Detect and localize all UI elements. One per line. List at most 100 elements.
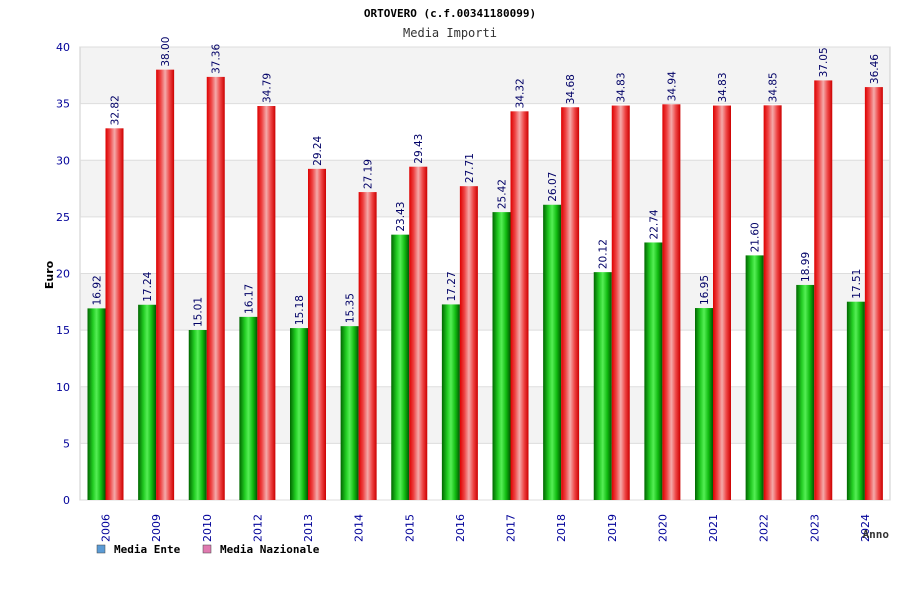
bar-value-label: 34.83 — [616, 72, 628, 102]
bar-value-label: 15.01 — [193, 297, 205, 327]
bar-media-nazionale — [409, 166, 428, 500]
bar-value-label: 37.36 — [211, 44, 223, 74]
bar-value-label: 25.42 — [497, 179, 509, 209]
y-tick-label: 35 — [56, 98, 70, 111]
bar-media-ente — [796, 284, 815, 500]
bar-value-label: 16.95 — [699, 275, 711, 305]
bar-media-nazionale — [662, 104, 681, 500]
x-tick-label: 2017 — [505, 514, 518, 542]
x-tick-label: 2020 — [656, 514, 669, 542]
bar-media-ente — [846, 301, 865, 500]
bar-value-label: 36.46 — [869, 54, 881, 84]
x-tick-label: 2019 — [606, 514, 619, 542]
x-tick-label: 2024 — [859, 514, 872, 542]
bar-media-ente — [391, 234, 410, 500]
legend-swatch-media-ente — [96, 544, 106, 554]
legend-label-media-nazionale: Media Nazionale — [220, 543, 320, 556]
bar-value-label: 34.83 — [717, 72, 729, 102]
x-tick-label: 2009 — [150, 514, 163, 542]
bar-media-ente — [644, 242, 663, 501]
bar-media-nazionale — [257, 106, 276, 501]
bar-value-label: 20.12 — [598, 239, 610, 269]
bar-value-label: 21.60 — [750, 222, 762, 252]
legend-swatch-media-nazionale — [202, 544, 212, 554]
x-tick-label: 2014 — [353, 514, 366, 542]
bar-media-ente — [290, 328, 308, 500]
x-tick-label: 2022 — [758, 514, 771, 542]
bar-value-label: 37.05 — [818, 47, 830, 77]
x-tick-label: 2010 — [201, 514, 214, 542]
bar-value-label: 23.43 — [395, 202, 407, 232]
x-axis-ticks: 2006 2009 2010 2012 2013 2014 2015 2016 2017 2018… — [100, 514, 872, 542]
x-tick-label: 2015 — [403, 514, 416, 542]
legend-label-media-ente: Media Ente — [114, 543, 181, 556]
y-tick-label: 30 — [56, 154, 70, 167]
bar-value-label: 34.94 — [666, 71, 678, 101]
bar-value-label: 15.35 — [345, 293, 357, 323]
chart-title: ORTOVERO (c.f.00341180099) — [364, 7, 536, 20]
bar-value-label: 17.51 — [851, 269, 863, 299]
bar-media-ente — [138, 304, 157, 500]
bar-value-label: 34.79 — [261, 73, 273, 103]
bar-media-nazionale — [763, 105, 782, 500]
bar-media-nazionale — [713, 105, 731, 501]
x-tick-label: 2016 — [454, 514, 467, 542]
bar-media-nazionale — [864, 87, 883, 500]
bar-media-nazionale — [611, 105, 630, 501]
y-tick-label: 25 — [56, 211, 70, 224]
y-tick-label: 0 — [63, 494, 70, 507]
bar-media-ente — [492, 212, 511, 500]
bar-media-ente — [745, 255, 764, 500]
bar-value-label: 15.18 — [294, 295, 306, 325]
bar-value-label: 26.07 — [547, 172, 559, 202]
x-tick-label: 2013 — [302, 514, 315, 542]
bar-value-label: 34.85 — [768, 72, 780, 102]
bar-value-label: 17.24 — [142, 271, 154, 301]
bar-media-nazionale — [308, 168, 326, 500]
y-tick-label: 10 — [56, 381, 70, 394]
bar-media-ente — [340, 326, 359, 500]
chart-subtitle: Media Importi — [403, 26, 497, 40]
bar-labels: 16.92 32.82 17.24 38.00 15.01 37.36 16.17 34.79… — [92, 37, 881, 327]
x-tick-label: 2018 — [555, 514, 568, 542]
y-axis-label: Euro — [43, 260, 56, 289]
bar-value-label: 27.19 — [363, 159, 375, 189]
x-tick-label: 2012 — [251, 514, 264, 542]
bar-media-ente — [239, 316, 258, 500]
y-tick-label: 15 — [56, 324, 70, 337]
bar-media-ente — [87, 308, 106, 500]
bar-media-nazionale — [510, 111, 529, 501]
bar-media-nazionale — [156, 69, 175, 501]
bar-media-nazionale — [561, 107, 580, 501]
bar-media-nazionale — [358, 192, 377, 501]
y-tick-label: 20 — [56, 268, 70, 281]
bar-value-label: 29.24 — [312, 135, 324, 165]
x-tick-label: 2006 — [100, 514, 113, 542]
y-tick-label: 5 — [63, 437, 70, 450]
legend: Media Ente Media Nazionale — [96, 543, 320, 556]
bar-media-ente — [695, 308, 713, 500]
bar-media-nazionale — [206, 76, 225, 500]
bars — [87, 69, 883, 501]
y-tick-label: 40 — [56, 41, 70, 54]
bar-media-ente — [593, 272, 612, 500]
bar-value-label: 27.71 — [464, 153, 476, 183]
bar-value-label: 18.99 — [800, 252, 812, 282]
x-axis-label: Anno — [863, 528, 890, 541]
bar-media-nazionale — [105, 128, 124, 500]
bar-value-label: 22.74 — [648, 209, 660, 239]
bar-value-label: 17.27 — [446, 271, 458, 301]
y-axis-ticks: 0 5 10 15 20 25 30 35 40 — [56, 41, 70, 507]
bar-media-nazionale — [459, 186, 478, 500]
bar-media-nazionale — [814, 80, 833, 500]
bar-media-ente — [188, 330, 207, 500]
bar-value-label: 34.32 — [515, 78, 527, 108]
bar-value-label: 16.92 — [92, 275, 104, 305]
x-tick-label: 2023 — [808, 514, 821, 542]
x-tick-label: 2021 — [707, 514, 720, 542]
bar-value-label: 16.17 — [243, 284, 255, 314]
bar-value-label: 38.00 — [160, 37, 172, 67]
bar-value-label: 32.82 — [110, 95, 122, 125]
